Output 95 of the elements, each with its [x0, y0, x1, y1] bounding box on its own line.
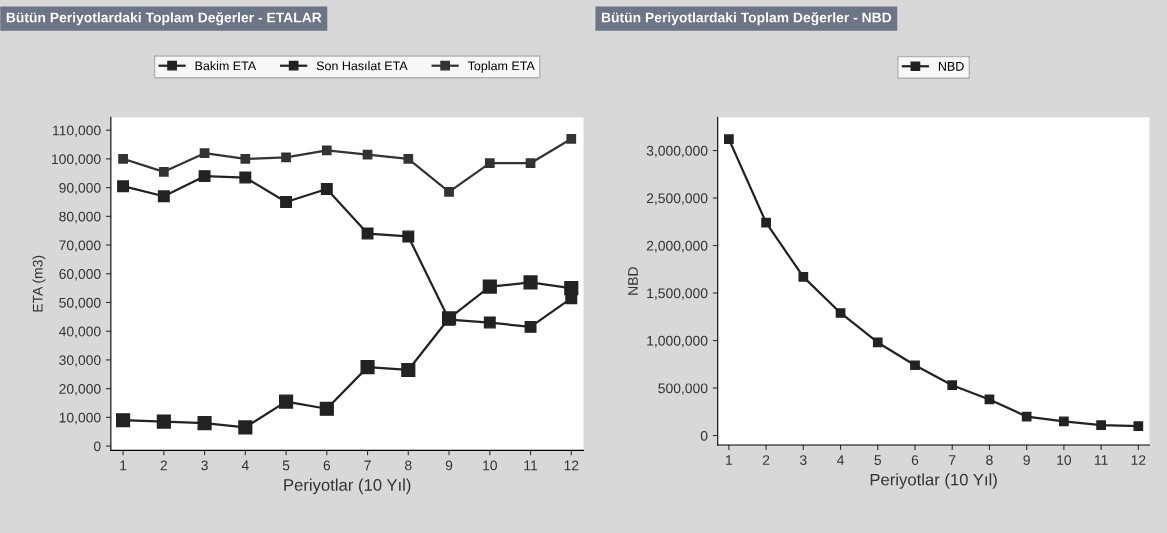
- point: [198, 170, 211, 183]
- x-tick-label: 5: [874, 455, 882, 465]
- point: [117, 180, 130, 193]
- x-tick-label: 9: [1023, 455, 1030, 465]
- point: [1096, 420, 1106, 430]
- point: [239, 171, 252, 184]
- legend-label: Toplam ETA: [467, 61, 535, 73]
- point: [280, 196, 293, 208]
- y-tick-label: 500,000: [658, 383, 708, 395]
- x-tick-label: 9: [445, 460, 453, 471]
- point: [278, 394, 294, 409]
- x-tick-label: 7: [949, 455, 956, 465]
- point: [761, 217, 771, 228]
- point: [524, 320, 537, 333]
- point: [910, 360, 920, 371]
- point: [320, 183, 333, 196]
- x-tick-label: 1: [726, 455, 733, 465]
- x-tick-label: 12: [564, 460, 579, 471]
- point: [401, 362, 416, 378]
- point: [947, 380, 958, 391]
- point: [1133, 421, 1144, 431]
- x-tick-label: 12: [1131, 455, 1146, 465]
- point: [118, 154, 128, 164]
- y-tick-label: 30,000: [59, 355, 101, 367]
- point: [1021, 411, 1032, 422]
- x-tick-label: 3: [201, 460, 208, 471]
- point: [482, 279, 497, 294]
- x-tick-label: 5: [282, 460, 290, 471]
- y-tick-label: 2,500,000: [646, 193, 708, 205]
- chart-title: Bütün Periyotlardaki Toplam Değerler - NBD: [601, 12, 892, 26]
- y-tick-label: 100,000: [52, 154, 101, 166]
- point: [525, 158, 536, 169]
- point: [116, 413, 131, 428]
- point: [798, 272, 809, 282]
- point: [483, 316, 496, 329]
- point: [361, 227, 374, 240]
- y-tick-label: 3,000,000: [646, 145, 708, 158]
- point: [199, 148, 210, 159]
- y-tick-label: 0: [700, 430, 708, 441]
- y-tick-label: 50,000: [59, 297, 101, 310]
- point: [523, 275, 538, 290]
- point: [360, 360, 375, 375]
- y-tick-label: 110,000: [53, 125, 101, 137]
- y-tick-label: 70,000: [59, 240, 101, 252]
- point: [403, 154, 414, 164]
- y-tick-label: 10,000: [59, 412, 101, 425]
- x-tick-label: 10: [1057, 455, 1072, 465]
- x-tick-label: 1: [120, 460, 127, 471]
- x-tick-label: 8: [986, 455, 993, 465]
- point: [724, 134, 734, 144]
- y-tick-label: 1,000,000: [647, 335, 708, 348]
- point: [566, 133, 577, 144]
- x-tick-label: 6: [911, 455, 919, 465]
- x-tick-label: 4: [241, 460, 249, 471]
- legend-label: Son Hasılat ETA: [316, 61, 408, 71]
- point: [281, 152, 291, 163]
- point: [835, 308, 846, 318]
- y-tick-label: 80,000: [59, 211, 101, 224]
- y-axis-title: NBD: [628, 267, 638, 295]
- point: [238, 420, 253, 435]
- point: [444, 187, 454, 197]
- x-tick-label: 6: [323, 460, 331, 471]
- point: [319, 401, 334, 416]
- point: [197, 416, 212, 431]
- y-tick-label: 60,000: [59, 269, 101, 281]
- legend-label: NBD: [938, 62, 964, 71]
- y-tick-label: 90,000: [59, 182, 101, 195]
- x-tick-label: 8: [405, 460, 412, 471]
- y-tick-label: 2,000,000: [646, 240, 708, 253]
- chart-title: Bütün Periyotlardaki Toplam Değerler - ETALAR: [6, 12, 322, 26]
- point: [158, 166, 169, 177]
- x-tick-label: 11: [524, 460, 538, 471]
- point: [1059, 416, 1069, 427]
- point: [484, 158, 495, 169]
- y-tick-label: 0: [93, 441, 101, 452]
- point: [157, 190, 170, 203]
- x-tick-label: 10: [483, 460, 497, 471]
- x-tick-label: 11: [1094, 455, 1108, 465]
- point: [872, 337, 883, 348]
- y-tick-label: 1,500,000: [647, 288, 708, 300]
- y-tick-label: 20,000: [59, 383, 101, 396]
- x-tick-label: 4: [837, 455, 844, 465]
- x-tick-label: 3: [799, 455, 807, 465]
- point: [156, 414, 171, 429]
- point: [240, 154, 251, 164]
- point: [402, 230, 415, 243]
- x-axis-title: Periyotlar (10 Yıl): [284, 478, 411, 495]
- point: [321, 145, 332, 156]
- x-tick-label: 2: [762, 455, 770, 465]
- y-tick-label: 40,000: [58, 326, 101, 339]
- y-axis-title: ETA (m3): [32, 255, 46, 312]
- x-tick-label: 2: [160, 460, 167, 471]
- legend-label: Bakim ETA: [195, 61, 257, 71]
- x-tick-label: 7: [364, 460, 371, 471]
- x-axis-title: Periyotlar (10 Yıl): [870, 473, 997, 489]
